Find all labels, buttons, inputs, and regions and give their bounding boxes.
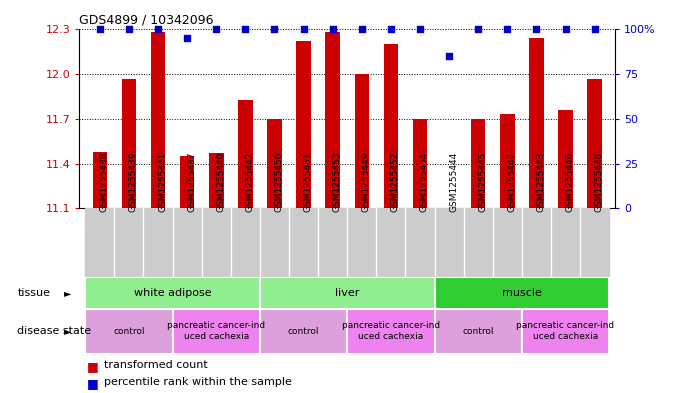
Point	[240, 26, 251, 33]
Bar	[289, 208, 318, 277]
Text: pancreatic cancer-ind
uced cachexia: pancreatic cancer-ind uced cachexia	[516, 321, 614, 341]
Text: GSM1255450: GSM1255450	[274, 151, 283, 212]
Text: percentile rank within the sample: percentile rank within the sample	[104, 377, 292, 387]
Text: GSM1255441: GSM1255441	[158, 151, 167, 212]
Text: disease state: disease state	[17, 326, 91, 336]
Bar	[580, 208, 609, 277]
Bar	[347, 208, 377, 277]
Point	[124, 26, 135, 33]
Text: liver: liver	[335, 288, 359, 298]
Bar	[260, 208, 289, 277]
Point	[327, 26, 338, 33]
Point	[357, 26, 368, 33]
Point	[444, 53, 455, 59]
Bar	[347, 309, 435, 354]
Text: GSM1255443: GSM1255443	[536, 151, 545, 212]
Text: GSM1255444: GSM1255444	[449, 151, 458, 212]
Bar	[173, 208, 202, 277]
Text: GSM1255442: GSM1255442	[245, 151, 254, 212]
Text: control: control	[462, 327, 494, 336]
Bar	[173, 309, 260, 354]
Text: control: control	[113, 327, 144, 336]
Bar	[85, 277, 260, 309]
Bar	[318, 208, 347, 277]
Text: GSM1255446: GSM1255446	[565, 151, 574, 212]
Bar	[115, 208, 144, 277]
Point	[386, 26, 397, 33]
Bar	[493, 208, 522, 277]
Bar	[471, 119, 486, 208]
Bar	[209, 153, 223, 208]
Bar	[260, 309, 347, 354]
Text: pancreatic cancer-ind
uced cachexia: pancreatic cancer-ind uced cachexia	[342, 321, 440, 341]
Bar	[435, 208, 464, 277]
Bar	[464, 208, 493, 277]
Text: tissue: tissue	[17, 288, 50, 298]
Text: control: control	[288, 327, 319, 336]
Text: pancreatic cancer-ind
uced cachexia: pancreatic cancer-ind uced cachexia	[167, 321, 265, 341]
Text: GSM1255452: GSM1255452	[391, 151, 400, 212]
Text: GSM1255449: GSM1255449	[362, 151, 371, 212]
Bar	[558, 110, 573, 208]
Bar	[587, 79, 602, 208]
Text: ■: ■	[86, 360, 98, 373]
Point	[473, 26, 484, 33]
Bar	[260, 277, 435, 309]
Text: ►: ►	[64, 288, 71, 298]
Bar	[354, 74, 369, 208]
Point	[589, 26, 600, 33]
Point	[94, 26, 105, 33]
Point	[502, 26, 513, 33]
Bar	[500, 114, 515, 208]
Text: GSM1255453: GSM1255453	[332, 151, 341, 212]
Text: GSM1255439: GSM1255439	[129, 151, 138, 212]
Point	[269, 26, 280, 33]
Bar	[238, 99, 253, 208]
Bar	[93, 152, 107, 208]
Point	[560, 26, 571, 33]
Text: GSM1255437: GSM1255437	[187, 151, 196, 212]
Bar	[413, 119, 427, 208]
Bar	[522, 309, 609, 354]
Bar	[122, 79, 136, 208]
Bar	[406, 208, 435, 277]
Text: GSM1255440: GSM1255440	[216, 151, 225, 212]
Text: transformed count: transformed count	[104, 360, 207, 369]
Bar	[377, 208, 406, 277]
Bar	[267, 119, 282, 208]
Point	[153, 26, 164, 33]
Text: GDS4899 / 10342096: GDS4899 / 10342096	[79, 14, 214, 27]
Point	[211, 26, 222, 33]
Bar	[151, 33, 165, 208]
Bar	[144, 208, 173, 277]
Bar	[522, 208, 551, 277]
Point	[531, 26, 542, 33]
Text: GSM1255448: GSM1255448	[595, 151, 604, 212]
Text: GSM1255445: GSM1255445	[478, 151, 487, 212]
Text: white adipose: white adipose	[134, 288, 211, 298]
Bar	[435, 309, 522, 354]
Text: ►: ►	[64, 326, 71, 336]
Bar	[180, 156, 194, 208]
Bar	[325, 33, 340, 208]
Bar	[85, 309, 173, 354]
Bar	[202, 208, 231, 277]
Text: GSM1255451: GSM1255451	[303, 151, 312, 212]
Bar	[231, 208, 260, 277]
Bar	[85, 208, 115, 277]
Text: GSM1255438: GSM1255438	[100, 151, 109, 212]
Point	[298, 26, 309, 33]
Point	[182, 35, 193, 42]
Bar	[551, 208, 580, 277]
Bar	[384, 44, 398, 208]
Text: GSM1255454: GSM1255454	[420, 151, 429, 212]
Text: muscle: muscle	[502, 288, 542, 298]
Text: ■: ■	[86, 377, 98, 390]
Point	[415, 26, 426, 33]
Bar	[529, 39, 544, 208]
Bar	[435, 277, 609, 309]
Bar	[296, 41, 311, 208]
Text: GSM1255447: GSM1255447	[507, 151, 516, 212]
